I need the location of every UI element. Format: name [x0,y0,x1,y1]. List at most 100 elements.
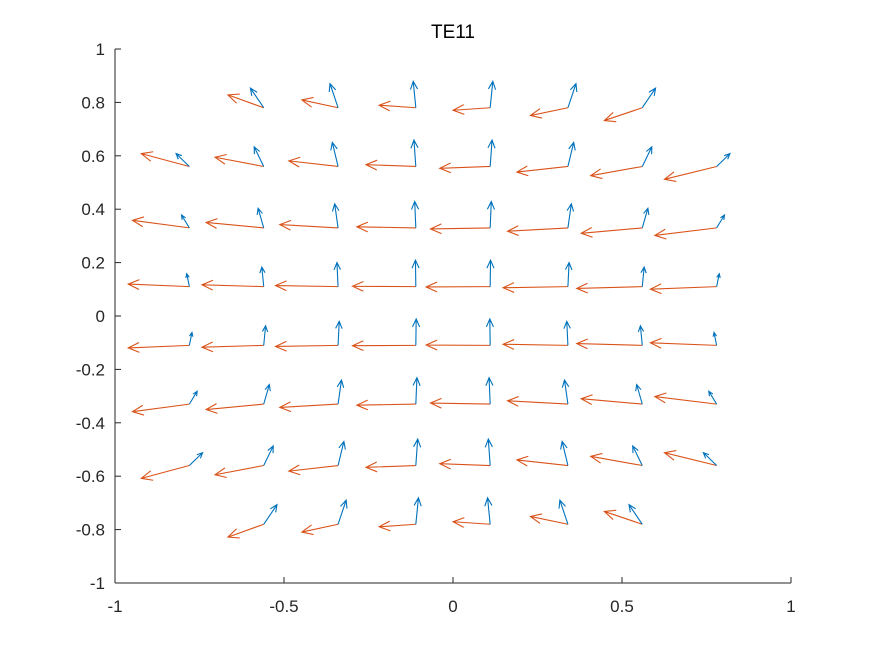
series-2-arrow [649,337,717,349]
y-tick-label: -1 [90,574,105,593]
series-1-arrow [708,390,718,405]
series-1-arrow [330,141,339,167]
series-2-arrow [603,107,643,123]
series-1-arrow [331,202,340,228]
series-2-arrow [278,401,339,413]
series-1-arrow [641,145,653,167]
series-2-arrow [663,450,717,467]
x-tick-label: 0 [448,597,457,616]
series-1-arrow [628,503,643,525]
series-1-arrow [567,82,578,108]
y-tick-label: 0.6 [81,147,105,166]
series-1-arrow [261,324,269,346]
series-1-arrow [335,319,343,346]
series-1-arrows [175,79,731,525]
series-2-arrow [226,523,264,539]
series-2-arrow [351,340,416,352]
series-2-arrow [204,218,264,229]
x-tick-label: 0.5 [610,597,634,616]
series-1-arrow [409,79,419,108]
series-2-arrow [287,156,339,168]
series-1-arrow [641,207,650,229]
series-2-arrow [438,458,491,470]
series-2-arrow [126,279,190,290]
series-1-arrow [413,437,422,466]
series-2-arrow [355,221,416,233]
series-2-arrow [529,513,569,525]
series-2-arrow [424,281,491,293]
series-1-arrow [336,378,345,405]
series-1-arrow [487,138,496,167]
series-2-arrow [575,282,643,294]
series-2-arrow [287,464,339,476]
series-1-arrow [716,152,731,167]
y-tick-label: -0.8 [76,521,105,540]
series-2-arrow [451,104,491,115]
y-tick-label: 0.4 [81,200,105,219]
series-1-arrow [410,200,420,228]
y-tick-label: 0.2 [81,254,105,273]
series-1-arrow [175,152,190,167]
y-tick-label: 0 [96,307,105,326]
series-2-arrow [300,96,339,109]
series-1-arrow [253,145,265,167]
y-tick-label: -0.6 [76,467,105,486]
series-2-arrows [126,93,717,539]
series-2-arrow [451,517,491,528]
series-1-arrow [702,451,718,466]
series-2-arrow [200,279,264,291]
series-2-arrow [501,282,568,293]
series-2-arrow [438,162,491,174]
series-1-arrow [567,141,576,167]
series-2-arrow [579,394,643,406]
series-2-arrow [501,339,568,350]
series-2-arrow [131,403,190,416]
series-1-arrow [337,498,348,525]
series-2-arrow [274,280,339,292]
series-2-arrow [364,159,416,171]
series-1-arrow [632,444,643,466]
series-1-arrow [337,440,346,466]
series-2-arrow [429,397,491,409]
series-1-arrow [485,376,494,405]
series-1-arrow [259,265,266,287]
series-2-arrow [200,341,264,353]
series-1-arrow [564,261,573,287]
series-2-arrow [226,93,264,109]
series-2-arrow [653,227,717,240]
series-2-arrow [589,452,643,467]
series-2-arrow [506,396,568,407]
series-1-arrow [413,496,422,525]
series-1-arrow [263,383,271,405]
series-1-arrow [412,376,421,405]
series-1-arrow [411,258,420,287]
series-1-arrow [712,331,718,346]
series-1-arrow [412,317,421,346]
series-1-arrow [188,451,204,466]
series-2-arrow [515,165,568,177]
series-1-arrow [563,319,571,346]
series-2-arrow [139,464,190,481]
series-1-arrow [185,272,190,287]
series-2-arrow [377,100,416,112]
series-1-arrow [180,213,190,229]
series-1-arrow [484,437,493,466]
series-2-arrow [515,455,568,467]
series-1-arrow [637,324,645,346]
series-1-arrow [566,202,575,228]
x-tick-label: -0.5 [269,597,298,616]
series-1-arrow [486,258,495,287]
series-2-arrow [424,339,491,351]
series-2-arrow [653,392,717,405]
series-2-arrow [213,153,264,168]
series-2-arrow [663,165,717,182]
series-1-arrow [256,207,265,229]
y-tick-label: 1 [96,40,105,59]
series-2-arrow [278,219,339,231]
series-2-arrow [126,342,190,353]
series-2-arrow [429,223,491,235]
series-1-arrow [635,383,643,405]
series-1-arrow [328,82,339,108]
series-1-arrow [641,87,657,109]
chart-title: TE11 [431,22,475,43]
